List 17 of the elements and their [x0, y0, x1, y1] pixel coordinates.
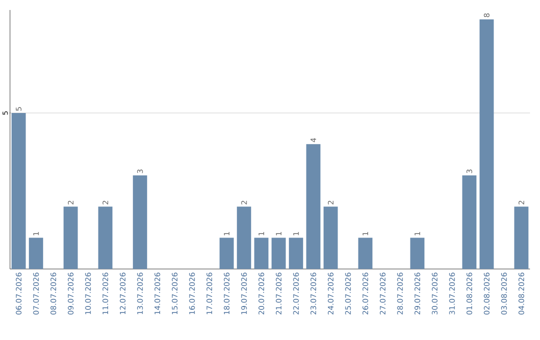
- bar: [254, 238, 268, 269]
- bar: [480, 19, 494, 269]
- bar: [324, 206, 338, 269]
- bar: [514, 206, 528, 269]
- bar: [288, 238, 304, 269]
- bar: [306, 144, 320, 269]
- bar: [272, 238, 286, 269]
- bar: [64, 206, 78, 269]
- bar: [462, 175, 476, 269]
- bar: [98, 206, 112, 269]
- bar: [358, 238, 372, 269]
- bar: [236, 206, 252, 269]
- bar: [410, 238, 424, 269]
- bar: [12, 112, 26, 269]
- bar: [28, 238, 44, 269]
- bar: [220, 238, 234, 269]
- bar: [132, 175, 148, 269]
